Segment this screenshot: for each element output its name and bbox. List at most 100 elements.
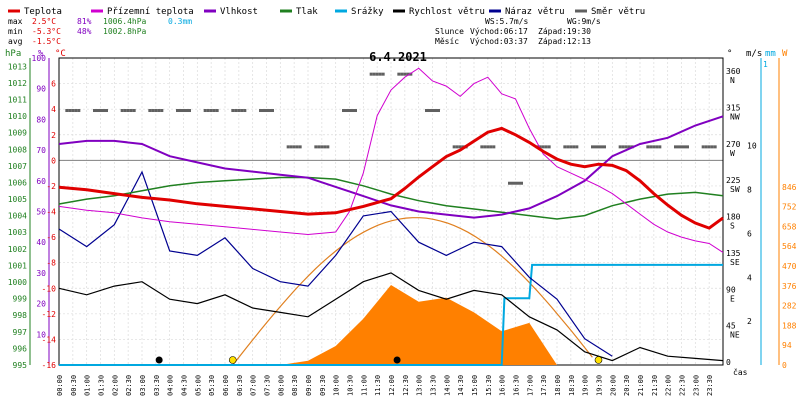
wind-dir-point	[707, 145, 711, 149]
pressure-tick-label: 995	[13, 361, 28, 370]
pressure-tick-label: 1009	[8, 129, 27, 138]
ms-tick-label: 2	[747, 317, 752, 326]
wind-dir-point	[624, 145, 628, 149]
wind-dir-point	[99, 109, 102, 113]
x-tick-label: 10:00	[333, 375, 341, 396]
wind-dir-point	[514, 181, 517, 185]
moonrise-marker	[155, 356, 163, 364]
x-tick-label: 00:30	[70, 375, 78, 396]
date-title: 6.4.2021	[369, 50, 427, 64]
x-tick-label: 06:00	[222, 375, 230, 396]
wind-dir-point	[381, 72, 385, 76]
ms-tick-label: 10	[747, 142, 757, 151]
legend-label-7: Směr větru	[591, 7, 645, 17]
stats-max-label: max	[8, 17, 23, 26]
wind-dir-point	[455, 145, 459, 149]
wind-dir-point	[289, 145, 293, 149]
dir-tick-letter: NW	[730, 113, 740, 122]
x-tick-label: 21:30	[651, 375, 659, 396]
axis-header-w: W	[782, 49, 788, 59]
stats-min-temp: -5.3°C	[32, 27, 61, 36]
wind-dir-point	[483, 145, 487, 149]
x-tick-label: 13:30	[430, 375, 438, 396]
wind-dir-point	[658, 145, 662, 149]
humidity-tick-label: 50	[36, 208, 46, 217]
wind-dir-point	[369, 72, 373, 76]
temp-tick-label: -6	[46, 233, 56, 242]
temp-tick-label: -12	[42, 310, 57, 319]
x-tick-label: 03:00	[139, 375, 147, 396]
x-tick-label: 01:30	[98, 375, 106, 396]
temp-tick-label: -16	[42, 361, 57, 370]
wind-dir-point	[520, 181, 523, 185]
pressure-tick-label: 1010	[8, 112, 27, 121]
solar-tick-label: 752	[782, 203, 797, 212]
ms-tick-label: 6	[747, 229, 752, 238]
dir-tick-label: 360	[726, 67, 741, 76]
wind-dir-point	[544, 145, 548, 149]
wind-dir-point	[397, 72, 401, 76]
legend: Teplota Přízemní teplota Vlhkost Tlak Srážky…	[8, 7, 645, 17]
pressure-tick-label: 1012	[8, 79, 27, 88]
x-tick-label: 05:30	[208, 375, 216, 396]
wind-dir-point	[182, 109, 185, 113]
wind-dir-point	[621, 145, 625, 149]
wind-dir-point	[179, 109, 182, 113]
pressure-tick-label: 1005	[8, 195, 27, 204]
wind-dir-point	[262, 109, 265, 113]
solar-tick-label: 376	[782, 282, 797, 291]
temp-tick-label: 4	[51, 105, 56, 114]
wind-dir-point	[566, 145, 570, 149]
wind-dir-point	[345, 109, 348, 113]
x-tick-label: 09:30	[319, 375, 327, 396]
wind-dir-point	[105, 109, 108, 113]
wind-dir-point	[65, 109, 69, 113]
wind-dir-point	[292, 145, 296, 149]
pressure-tick-label: 996	[13, 344, 28, 353]
temp-tick-label: -8	[46, 259, 56, 268]
temp-tick-label: -2	[46, 182, 56, 191]
dir-tick-label: 315	[726, 104, 741, 113]
x-tick-label: 08:30	[291, 375, 299, 396]
wind-dir-point	[627, 145, 631, 149]
wind-dir-point	[102, 109, 105, 113]
x-tick-label: 16:30	[513, 375, 521, 396]
wind-dir-point	[569, 145, 573, 149]
pressure-tick-label: 1004	[8, 212, 27, 221]
x-tick-label: 17:30	[540, 375, 548, 396]
x-tick-label: 23:00	[692, 375, 700, 396]
wind-dir-point	[188, 109, 191, 113]
wind-dir-point	[234, 109, 238, 113]
dir-tick-letter: E	[730, 294, 735, 303]
legend-label-3: Tlak	[296, 7, 318, 17]
wind-dir-point	[129, 109, 133, 113]
wind-dir-point	[434, 109, 437, 113]
humidity-tick-label: 100	[32, 54, 47, 63]
wind-series	[58, 272, 724, 362]
x-tick-label: 10:30	[347, 375, 355, 396]
wind-dir-point	[77, 109, 81, 113]
wind-dir-point	[154, 109, 158, 113]
x-tick-label: 21:00	[637, 375, 645, 396]
wind-dir-point	[74, 109, 78, 113]
ms-tick-label: 4	[747, 273, 752, 282]
x-tick-label: 07:00	[250, 375, 258, 396]
wind-dir-point	[286, 145, 290, 149]
pressure-tick-label: 998	[13, 311, 28, 320]
wind-dir-point	[701, 145, 705, 149]
axis-header-degc: °C	[55, 49, 66, 59]
moonset: Západ:12:13	[538, 37, 591, 46]
wind-dir-point	[618, 145, 622, 149]
dir-tick-label: 45	[726, 322, 736, 331]
dir-tick-letter: SW	[730, 185, 740, 194]
wind-dir-point	[511, 181, 514, 185]
wind-dir-point	[517, 181, 520, 185]
wind-dir-point	[314, 145, 318, 149]
x-tick-label: 18:00	[554, 375, 562, 396]
wind-dir-point	[597, 145, 600, 149]
dir-tick-letter: W	[730, 149, 735, 158]
wind-dir-point	[151, 109, 155, 113]
wind-dir-point	[271, 109, 274, 113]
x-tick-label: 19:00	[582, 375, 590, 396]
